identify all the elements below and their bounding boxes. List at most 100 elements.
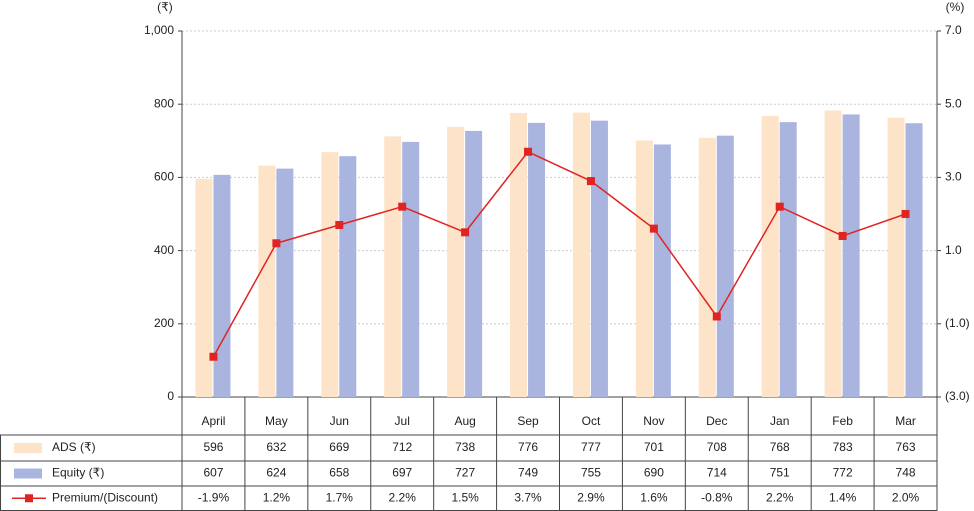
table-value: 1.4% — [829, 490, 857, 504]
table-value: 727 — [455, 466, 475, 480]
bar — [779, 122, 797, 397]
x-tick-label: May — [265, 414, 288, 428]
legend-label: Premium/(Discount) — [52, 490, 158, 504]
table-value: 3.7% — [514, 490, 542, 504]
x-tick-label: April — [201, 414, 225, 428]
y-tick-label: 1,000 — [144, 23, 174, 37]
legend-label: ADS (₹) — [52, 440, 96, 454]
table-value: 712 — [392, 440, 412, 454]
bar — [887, 117, 905, 397]
table-value: 607 — [203, 466, 223, 480]
x-tick-label: Mar — [895, 414, 916, 428]
y2-tick-label: (3.0) — [945, 389, 970, 403]
table-value: 669 — [329, 440, 349, 454]
table-value: 701 — [644, 440, 664, 454]
table-value: 2.0% — [892, 490, 920, 504]
table-value: 1.6% — [640, 490, 668, 504]
table-value: 690 — [644, 466, 664, 480]
x-tick-label: Jul — [395, 414, 410, 428]
y-tick-label: 400 — [154, 243, 174, 257]
table-value: 2.2% — [389, 490, 417, 504]
line-marker — [838, 231, 847, 240]
legend-swatch — [14, 443, 42, 453]
table-value: 2.2% — [766, 490, 794, 504]
line-marker — [524, 147, 533, 156]
bar — [339, 156, 357, 397]
bar — [761, 115, 779, 398]
table-value: 783 — [833, 440, 853, 454]
line-marker — [461, 228, 470, 237]
table-value: 768 — [770, 440, 790, 454]
y2-tick-label: (1.0) — [945, 316, 970, 330]
x-tick-label: Jan — [770, 414, 789, 428]
legend-label: Equity (₹) — [52, 466, 104, 480]
bar — [276, 168, 294, 397]
table-value: -1.9% — [198, 490, 230, 504]
table-value: 777 — [581, 440, 601, 454]
table-value: 748 — [896, 466, 916, 480]
table-value: 624 — [266, 466, 286, 480]
y-tick-label: 600 — [154, 170, 174, 184]
line — [212, 150, 906, 358]
line-marker — [335, 220, 344, 229]
legend-swatch — [14, 468, 42, 479]
bar — [905, 123, 923, 398]
x-tick-label: Aug — [454, 414, 475, 428]
table-value: 738 — [455, 440, 475, 454]
bar — [195, 178, 213, 397]
y2-tick-label: 3.0 — [945, 170, 962, 184]
bar — [465, 130, 483, 397]
bar — [653, 144, 671, 397]
line-marker — [398, 202, 407, 211]
x-tick-label: Feb — [832, 414, 853, 428]
y2-tick-label: 1.0 — [945, 243, 962, 257]
table-value: 658 — [329, 466, 349, 480]
x-tick-label: Sep — [517, 414, 539, 428]
table-value: 776 — [518, 440, 538, 454]
y-tick-label: 800 — [154, 96, 174, 110]
line-marker — [775, 202, 784, 211]
y-axis-label: (₹) — [157, 0, 173, 14]
bar — [528, 122, 546, 397]
table-value: 772 — [833, 466, 853, 480]
bar — [213, 174, 231, 397]
x-tick-label: Jun — [330, 414, 349, 428]
table-value: 596 — [203, 440, 223, 454]
line-marker — [209, 352, 218, 361]
bar — [447, 126, 465, 397]
y2-tick-label: 5.0 — [945, 96, 962, 110]
table-value: 697 — [392, 466, 412, 480]
y2-tick-label: 7.0 — [945, 23, 962, 37]
line-marker — [649, 224, 658, 233]
table-value: 1.7% — [326, 490, 354, 504]
table-value: 708 — [707, 440, 727, 454]
line-marker — [901, 210, 910, 218]
bar — [402, 141, 420, 397]
bar — [698, 137, 716, 397]
table-value: 2.9% — [577, 490, 605, 504]
bar — [384, 136, 402, 397]
table-value: 763 — [896, 440, 916, 454]
bar — [824, 110, 842, 397]
x-tick-label: Nov — [643, 414, 664, 428]
table-value: -0.8% — [701, 490, 733, 504]
line-marker — [712, 312, 721, 321]
bar — [321, 152, 339, 397]
legend-swatch — [25, 494, 33, 503]
bar — [510, 112, 528, 397]
x-tick-label: Dec — [706, 414, 727, 428]
bar — [590, 120, 608, 398]
y-tick-label: 200 — [154, 316, 174, 330]
line-marker — [272, 239, 281, 248]
bar — [635, 140, 653, 397]
table-value: 749 — [518, 466, 538, 480]
y2-axis-label: (%) — [946, 0, 965, 14]
table-value: 632 — [266, 440, 286, 454]
y-tick-label: 0 — [167, 389, 174, 403]
table-value: 714 — [707, 466, 727, 480]
table-value: 1.2% — [263, 490, 291, 504]
x-tick-label: Oct — [582, 414, 601, 428]
line-marker — [586, 177, 595, 186]
